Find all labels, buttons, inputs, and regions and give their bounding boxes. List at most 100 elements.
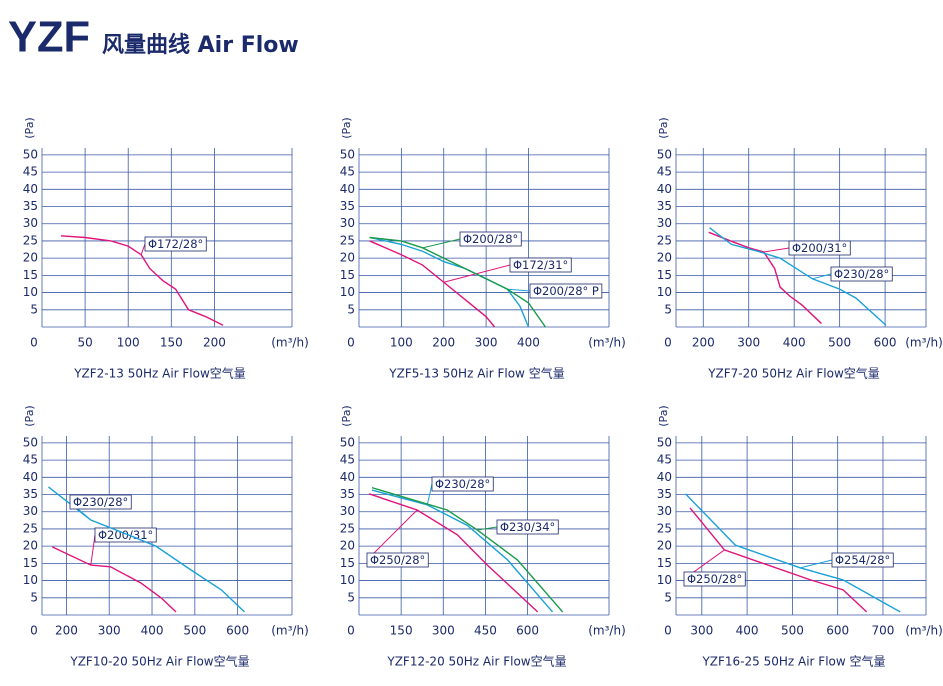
y-tick-label: 10: [340, 573, 355, 587]
chart-subtitle: YZF7-20 50Hz Air Flow空气量: [707, 366, 880, 381]
leader-line: [140, 243, 146, 255]
y-tick-label: 20: [657, 539, 672, 553]
y-tick-label: 50: [657, 435, 672, 449]
y-tick-label: 5: [664, 590, 672, 604]
x-tick-label: 200: [55, 624, 78, 638]
y-tick-label: 5: [30, 590, 38, 604]
y-tick-label: 15: [340, 556, 355, 570]
y-tick-label: 35: [23, 487, 38, 501]
y-tick-label: 10: [23, 573, 38, 587]
series-label: Φ254/28°: [835, 553, 890, 567]
label-box: [459, 231, 522, 247]
y-tick-label: 25: [657, 233, 672, 247]
origin-label: 0: [347, 624, 355, 638]
y-tick-label: 20: [657, 251, 672, 265]
chart-subtitle: YZF5-13 50Hz Air Flow 空气量: [388, 366, 564, 381]
y-tick-label: 30: [340, 216, 355, 230]
y-tick-label: 10: [657, 285, 672, 299]
x-tick-label: 400: [736, 624, 759, 638]
x-tick-label: 700: [872, 624, 895, 638]
curve: [369, 240, 496, 328]
chart-subtitle: YZF16-25 50Hz Air Flow 空气量: [701, 654, 885, 669]
series-label: Φ230/28°: [834, 267, 889, 281]
y-tick-label: 30: [657, 504, 672, 518]
y-tick-label: 35: [340, 199, 355, 213]
x-tick-label: 450: [474, 624, 497, 638]
label-box: [788, 240, 851, 256]
origin-label: 0: [664, 336, 672, 350]
x-tick-label: 300: [432, 624, 455, 638]
leader-line: [422, 238, 461, 249]
y-tick-label: 25: [340, 233, 355, 247]
x-axis-label: (m³/h): [905, 336, 943, 350]
x-tick-label: 500: [183, 624, 206, 638]
y-axis-label: (Pa): [23, 117, 36, 138]
label-box: [94, 527, 157, 543]
y-tick-label: 40: [340, 470, 355, 484]
x-tick-label: 200: [203, 336, 226, 350]
x-tick-label: 300: [690, 624, 713, 638]
y-tick-label: 30: [657, 216, 672, 230]
y-tick-label: 20: [340, 251, 355, 265]
curve: [689, 507, 868, 613]
y-tick-label: 45: [657, 453, 672, 467]
x-axis-label: (m³/h): [905, 624, 943, 638]
x-tick-label: 600: [874, 336, 897, 350]
curve: [685, 493, 901, 613]
y-tick-label: 10: [340, 285, 355, 299]
origin-label: 0: [347, 336, 355, 350]
y-tick-label: 10: [23, 285, 38, 299]
y-tick-label: 5: [347, 590, 355, 604]
leader-line: [812, 273, 832, 280]
y-tick-label: 5: [30, 302, 38, 316]
x-tick-label: 150: [390, 624, 413, 638]
x-tick-label: 100: [390, 336, 413, 350]
origin-label: 0: [664, 624, 672, 638]
series-label: Φ230/28°: [435, 477, 490, 491]
y-tick-label: 25: [340, 521, 355, 535]
x-tick-label: 200: [432, 336, 455, 350]
page-title: 风量曲线 Air Flow: [102, 32, 299, 58]
x-tick-label: 600: [226, 624, 249, 638]
y-tick-label: 45: [23, 453, 38, 467]
x-tick-label: 400: [141, 624, 164, 638]
label-box: [830, 266, 893, 282]
x-axis-label: (m³/h): [588, 336, 626, 350]
y-tick-label: 40: [657, 182, 672, 196]
y-tick-label: 50: [340, 435, 355, 449]
y-tick-label: 40: [23, 182, 38, 196]
x-tick-label: 300: [475, 336, 498, 350]
curve: [51, 546, 177, 613]
curve: [371, 486, 564, 613]
leader-line: [90, 534, 96, 566]
y-tick-label: 15: [340, 268, 355, 282]
x-tick-label: 100: [117, 336, 140, 350]
x-tick-label: 500: [828, 336, 851, 350]
leader-line: [799, 559, 833, 569]
y-axis-label: (Pa): [340, 405, 353, 426]
label-box: [509, 257, 572, 273]
y-axis-label: (Pa): [340, 117, 353, 138]
x-tick-label: 50: [77, 336, 92, 350]
series-label: Φ172/28°: [148, 237, 203, 251]
series-label: Φ172/31°: [513, 258, 568, 272]
x-tick-label: 500: [781, 624, 804, 638]
y-tick-label: 5: [347, 302, 355, 316]
label-box: [683, 571, 746, 587]
series-label: Φ200/31°: [98, 528, 153, 542]
y-tick-label: 5: [664, 302, 672, 316]
curve: [371, 489, 554, 613]
x-tick-label: 150: [160, 336, 183, 350]
y-tick-label: 40: [657, 470, 672, 484]
curve: [60, 235, 224, 326]
y-tick-label: 30: [340, 504, 355, 518]
y-tick-label: 15: [23, 268, 38, 282]
y-tick-label: 35: [657, 487, 672, 501]
x-tick-label: 300: [737, 336, 760, 350]
y-axis-label: (Pa): [657, 405, 670, 426]
y-tick-label: 15: [657, 556, 672, 570]
x-tick-label: 400: [783, 336, 806, 350]
x-tick-label: 200: [692, 336, 715, 350]
leader-line: [763, 247, 790, 253]
x-axis-label: (m³/h): [588, 624, 626, 638]
